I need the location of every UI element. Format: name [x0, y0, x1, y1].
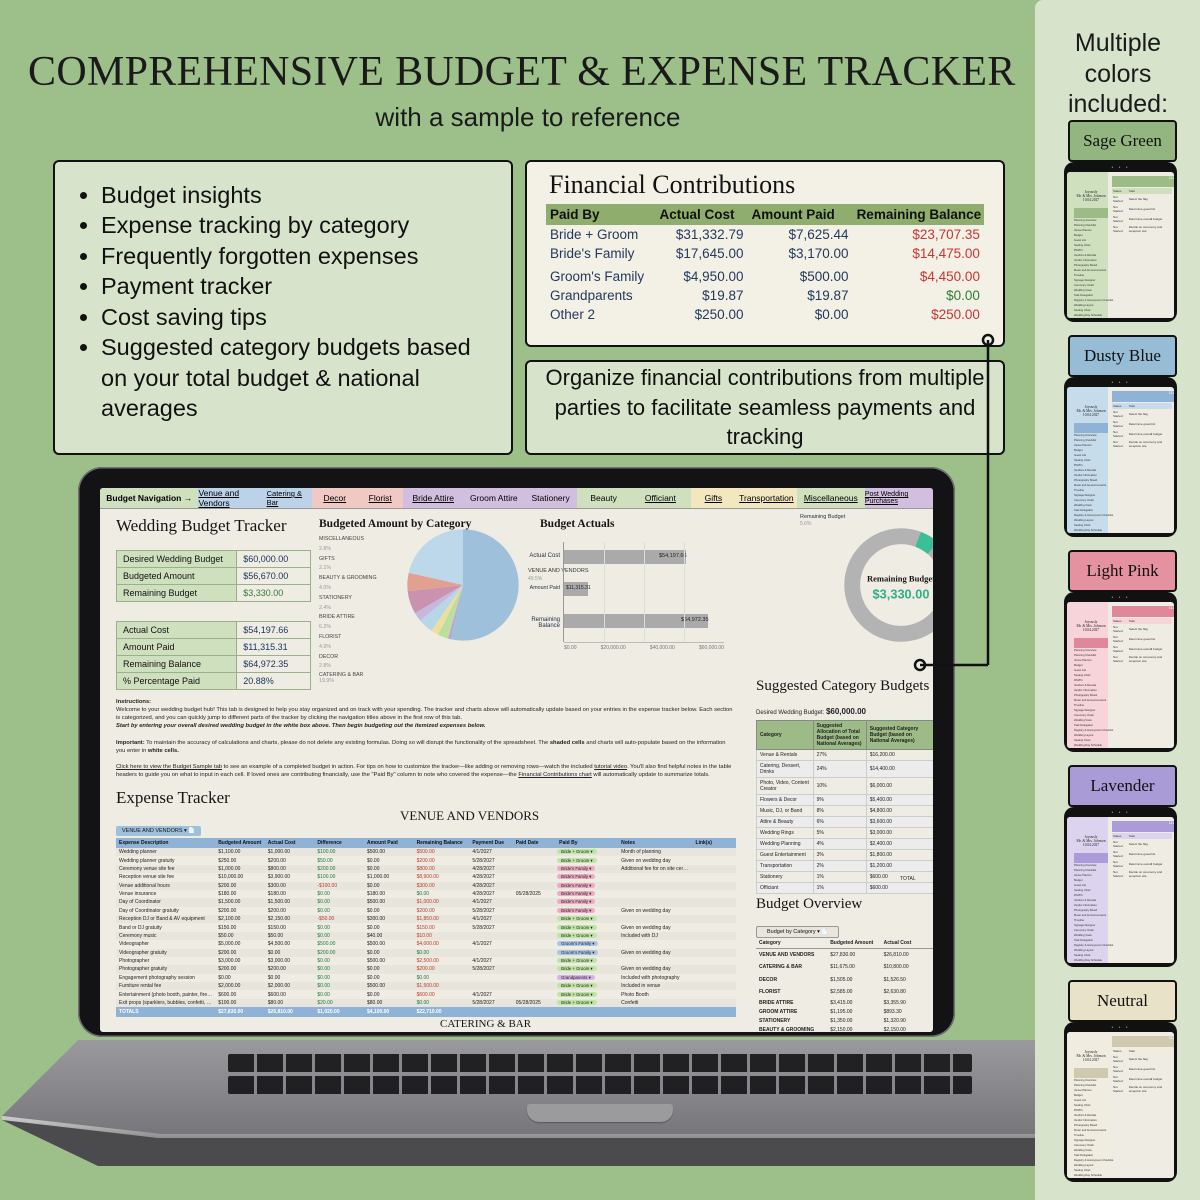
svg-text:Remaining Budget: Remaining Budget	[867, 573, 933, 583]
svg-text:$3,330.00: $3,330.00	[873, 586, 930, 601]
